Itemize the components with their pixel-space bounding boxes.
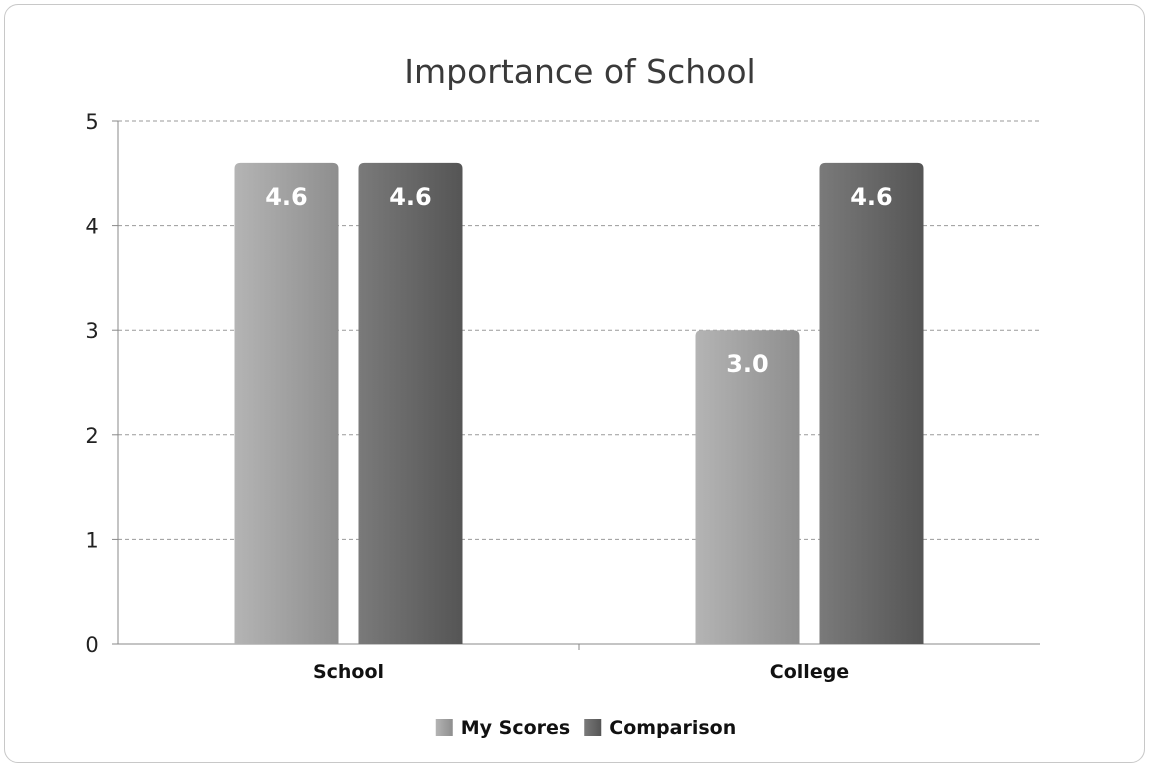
x-tick-label: College xyxy=(770,661,849,683)
y-tick-label: 4 xyxy=(85,215,98,239)
legend-label: Comparison xyxy=(609,717,736,739)
x-tick-label: School xyxy=(313,661,384,683)
legend-swatch xyxy=(584,719,602,736)
y-tick-label: 0 xyxy=(85,633,98,657)
chart-title: Importance of School xyxy=(404,52,755,91)
data-label: 4.6 xyxy=(389,183,432,211)
y-tick-label: 5 xyxy=(85,110,98,134)
bar xyxy=(358,162,463,644)
legend-label: My Scores xyxy=(461,717,570,739)
bar xyxy=(234,162,339,644)
legend-swatch xyxy=(435,719,453,736)
label-layer: 4.6 4.6 3.0 4.6 xyxy=(265,183,893,378)
bar xyxy=(819,162,924,644)
y-tick-label: 3 xyxy=(85,319,98,343)
data-label: 4.6 xyxy=(850,183,893,211)
legend: My Scores Comparison xyxy=(435,717,736,739)
y-tick-label: 2 xyxy=(85,424,98,448)
data-label: 3.0 xyxy=(726,350,769,378)
data-label: 4.6 xyxy=(265,183,308,211)
bar xyxy=(695,330,800,644)
bar-layer xyxy=(234,162,924,644)
y-tick-label: 1 xyxy=(85,528,98,552)
chart-frame xyxy=(4,4,1145,763)
